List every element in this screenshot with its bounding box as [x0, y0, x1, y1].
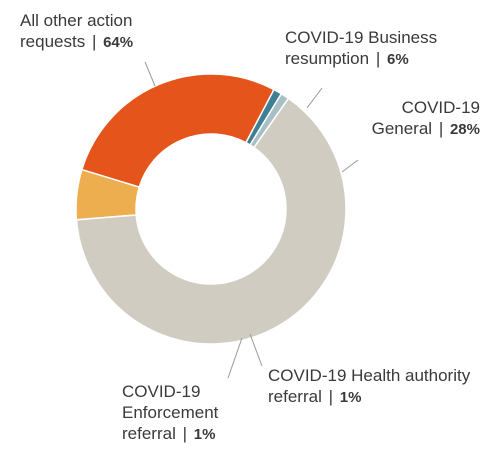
value-label: 1%	[339, 389, 362, 406]
label-name: All other action requests	[20, 11, 133, 51]
leader-line	[341, 159, 359, 173]
label-name: COVID-19 Enforcement referral	[122, 382, 219, 443]
label: COVID-19 Enforcement referral | 1%	[122, 381, 232, 445]
separator: |	[375, 49, 381, 68]
separator: |	[182, 424, 188, 443]
label-name: COVID-19 General	[371, 98, 480, 138]
separator: |	[328, 387, 334, 406]
separator: |	[438, 119, 444, 138]
value-label: 6%	[387, 51, 409, 68]
donut-segment	[75, 97, 347, 345]
leader-line	[306, 87, 323, 109]
value-label: 64%	[103, 34, 134, 51]
label: COVID-19 General | 28%	[340, 97, 480, 140]
label: COVID-19 Business resumption | 6%	[285, 27, 485, 70]
value-label: 28%	[449, 121, 480, 138]
label: COVID-19 Health authority referral | 1%	[268, 365, 478, 408]
label: All other action requests | 64%	[20, 10, 170, 53]
separator: |	[91, 32, 97, 51]
label-name: COVID-19 Business resumption	[285, 28, 438, 68]
leader-line	[227, 337, 243, 379]
leader-line	[144, 61, 156, 87]
leader-line	[249, 333, 263, 367]
donut-segment	[80, 73, 275, 189]
label-name: COVID-19 Health authority referral	[268, 366, 471, 406]
value-label: 1%	[193, 426, 216, 443]
